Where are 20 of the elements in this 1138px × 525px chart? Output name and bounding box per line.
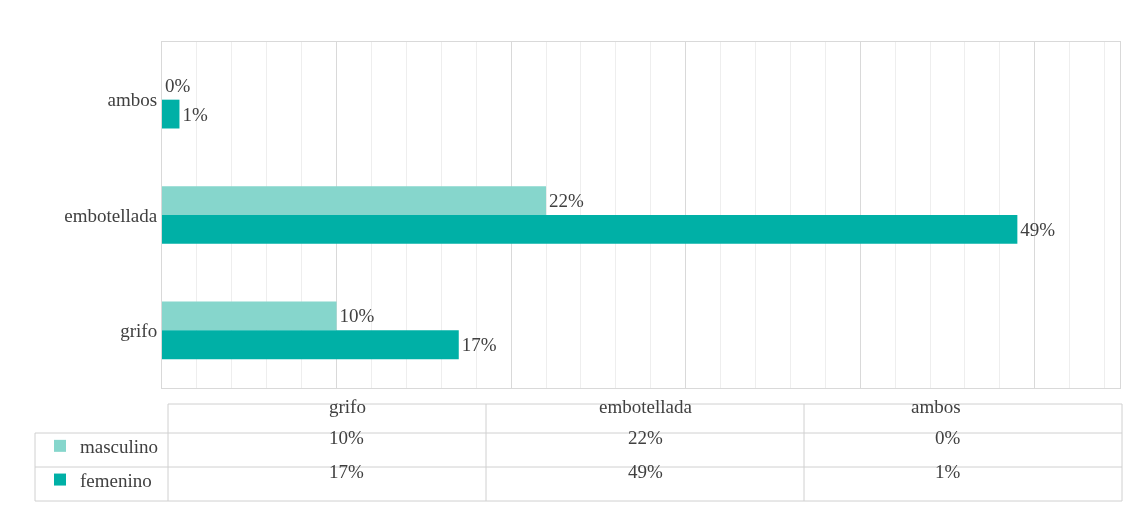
legend-label: masculino bbox=[80, 436, 159, 458]
y-tick-label: ambos bbox=[107, 89, 158, 111]
data-label: 17% bbox=[461, 334, 497, 356]
data-label: 22% bbox=[549, 190, 585, 212]
category-label: ambos bbox=[911, 396, 961, 417]
data-label: 49% bbox=[1020, 218, 1056, 240]
text: 1% bbox=[935, 461, 961, 482]
text: 10% bbox=[329, 427, 364, 448]
legend-label: femenino bbox=[80, 469, 152, 491]
text: 0% bbox=[935, 427, 961, 448]
category-label: embotellada bbox=[599, 396, 692, 417]
text: 17% bbox=[329, 461, 364, 482]
data-label: 1% bbox=[182, 103, 208, 125]
text: 22% bbox=[628, 427, 663, 448]
data-label: 10% bbox=[339, 305, 375, 327]
data-label: 0% bbox=[165, 74, 191, 96]
text: 49% bbox=[628, 461, 663, 482]
category-label: grifo bbox=[329, 396, 366, 417]
y-tick-label: grifo bbox=[120, 319, 158, 341]
y-tick-label: embotellada bbox=[64, 204, 158, 226]
